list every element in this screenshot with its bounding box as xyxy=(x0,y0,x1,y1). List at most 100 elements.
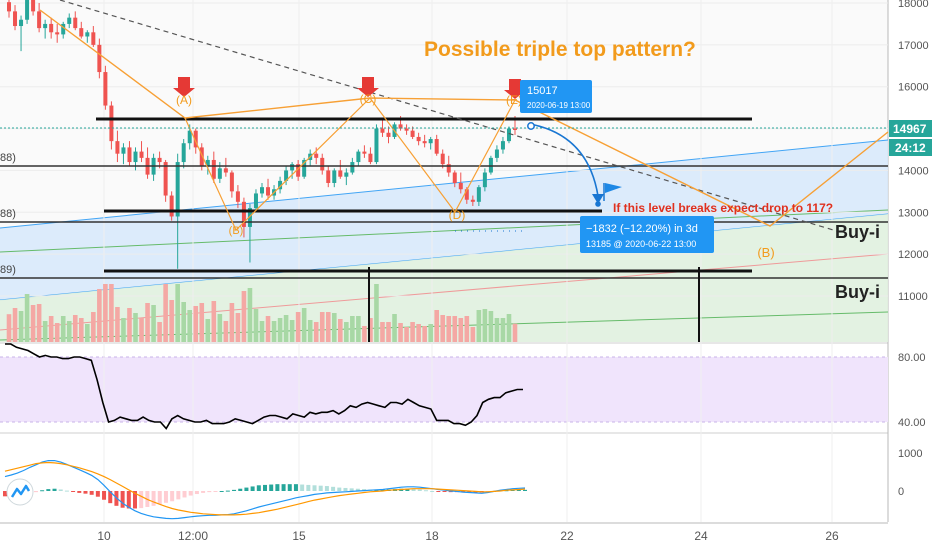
candle-body[interactable] xyxy=(253,193,258,209)
candle-body[interactable] xyxy=(464,189,469,200)
candle-body[interactable] xyxy=(398,124,403,129)
candle-body[interactable] xyxy=(49,23,54,33)
candle-body[interactable] xyxy=(416,136,421,142)
candle-body[interactable] xyxy=(229,172,234,192)
candle-body[interactable] xyxy=(247,208,252,227)
candle-body[interactable] xyxy=(482,172,487,188)
candle-body[interactable] xyxy=(356,151,361,163)
candle-body[interactable] xyxy=(79,28,84,37)
down-arrow-icon[interactable] xyxy=(173,77,195,97)
candle-body[interactable] xyxy=(205,159,210,167)
candle-body[interactable] xyxy=(404,128,409,131)
candle-body[interactable] xyxy=(260,187,264,194)
candle-body[interactable] xyxy=(103,72,108,106)
candle-body[interactable] xyxy=(476,187,481,202)
candle-body[interactable] xyxy=(290,164,295,171)
candle-body[interactable] xyxy=(25,0,30,20)
projection-zigzag[interactable] xyxy=(39,9,889,227)
candle-body[interactable] xyxy=(458,182,463,190)
green-channel-top[interactable] xyxy=(0,209,889,253)
candle-body[interactable] xyxy=(235,191,240,202)
candle-body[interactable] xyxy=(199,147,204,167)
candle-body[interactable] xyxy=(121,147,126,154)
candle-body[interactable] xyxy=(422,141,427,144)
candle-body[interactable] xyxy=(19,19,24,27)
candle-body[interactable] xyxy=(31,0,36,12)
candle-body[interactable] xyxy=(217,168,222,179)
candle-body[interactable] xyxy=(67,17,72,24)
blue-channel-top[interactable] xyxy=(0,139,889,229)
signal-line[interactable] xyxy=(4,461,526,516)
flag-icon[interactable] xyxy=(605,183,622,193)
tradingview-logo[interactable] xyxy=(6,478,34,506)
candle-body[interactable] xyxy=(7,2,11,12)
candle-body[interactable] xyxy=(115,141,120,154)
price-tooltip[interactable]: 15017 2020-06-19 13:00 xyxy=(520,80,592,113)
candle-body[interactable] xyxy=(513,128,517,130)
breakdown-note[interactable]: If this level breaks expect drop to 117? xyxy=(613,201,833,215)
candle-body[interactable] xyxy=(500,141,505,150)
wave-label-b[interactable]: (B) xyxy=(229,225,244,237)
wave-label-a[interactable]: (A) xyxy=(176,93,192,107)
candle-body[interactable] xyxy=(434,139,439,154)
price-axis[interactable] xyxy=(889,0,932,550)
time-axis[interactable] xyxy=(0,523,932,550)
candle-body[interactable] xyxy=(494,149,499,158)
candle-body[interactable] xyxy=(284,170,289,181)
candle-body[interactable] xyxy=(169,195,174,217)
candle-body[interactable] xyxy=(181,143,186,163)
candle-body[interactable] xyxy=(61,23,66,35)
candle-body[interactable] xyxy=(139,151,144,158)
wave-label-c[interactable]: (C) xyxy=(360,92,377,106)
candle-body[interactable] xyxy=(320,157,325,171)
buy-zone-label[interactable]: Buy-i xyxy=(835,222,880,242)
candle-body[interactable] xyxy=(97,44,102,73)
wave-markers[interactable]: (A) (C) (E) (B) (D) (B) xyxy=(173,77,775,260)
candle-body[interactable] xyxy=(55,32,60,35)
candle-body[interactable] xyxy=(350,162,355,173)
candle-body[interactable] xyxy=(374,128,379,163)
macd-panel[interactable] xyxy=(0,434,888,522)
candle-body[interactable] xyxy=(193,130,198,148)
candle-body[interactable] xyxy=(109,105,114,142)
arrow-end-dot[interactable] xyxy=(595,201,601,207)
down-arrow-icon[interactable] xyxy=(357,77,379,97)
candle-body[interactable] xyxy=(332,170,337,183)
candle-body[interactable] xyxy=(43,23,48,29)
candle-body[interactable] xyxy=(470,199,475,202)
candle-body[interactable] xyxy=(410,130,415,137)
rsi-line[interactable] xyxy=(5,343,523,430)
arrow-start-dot[interactable] xyxy=(527,122,535,130)
rsi-series[interactable] xyxy=(5,343,523,430)
buy-zone-label[interactable]: Buy-i xyxy=(835,282,880,302)
candle-body[interactable] xyxy=(223,168,228,173)
candle-body[interactable] xyxy=(344,172,349,177)
candle-body[interactable] xyxy=(85,32,90,37)
wave-label-d[interactable]: (D) xyxy=(449,208,466,222)
projection-arrow[interactable] xyxy=(529,123,599,197)
candle-body[interactable] xyxy=(127,147,132,163)
candle-body[interactable] xyxy=(338,170,343,177)
candle-body[interactable] xyxy=(266,187,271,196)
triangle-zigzag[interactable] xyxy=(184,97,516,232)
candle-body[interactable] xyxy=(163,162,168,196)
candle-body[interactable] xyxy=(13,11,18,27)
volume-bars[interactable] xyxy=(6,284,518,342)
candle-body[interactable] xyxy=(296,164,301,177)
candle-body[interactable] xyxy=(37,11,42,29)
descending-trendline[interactable] xyxy=(59,0,841,233)
candle-body[interactable] xyxy=(278,180,283,190)
candle-body[interactable] xyxy=(506,128,511,142)
wave-label-e[interactable]: (E) xyxy=(506,93,522,107)
candle-body[interactable] xyxy=(386,132,391,137)
candle-body[interactable] xyxy=(187,130,192,144)
last-price-badge[interactable] xyxy=(889,120,932,137)
candle-body[interactable] xyxy=(73,17,78,29)
candle-body[interactable] xyxy=(428,139,433,144)
candle-body[interactable] xyxy=(440,153,445,165)
candle-body[interactable] xyxy=(157,157,162,163)
candle-body[interactable] xyxy=(302,159,307,177)
candle-body[interactable] xyxy=(380,128,385,133)
wave-label-b-projected[interactable]: (B) xyxy=(757,245,774,260)
